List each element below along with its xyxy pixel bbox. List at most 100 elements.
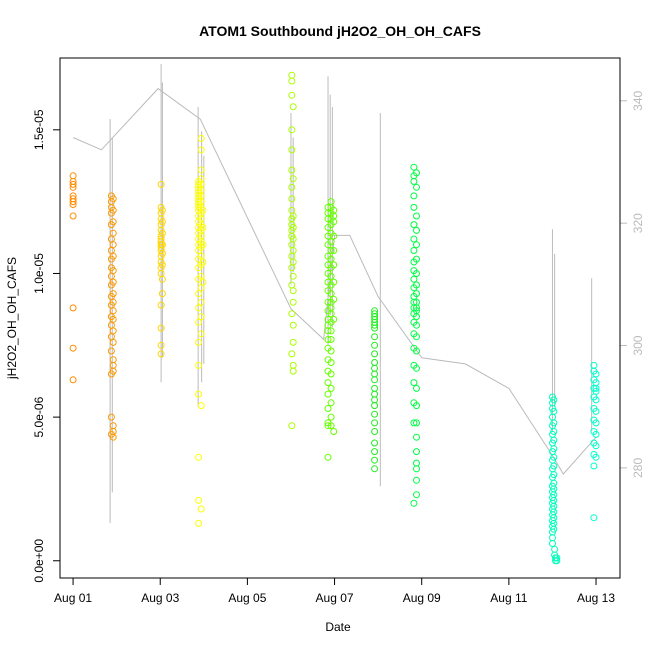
data-point — [109, 367, 117, 375]
data-point — [371, 419, 379, 427]
data-point — [324, 379, 332, 387]
data-point — [413, 169, 420, 177]
data-point — [324, 336, 332, 343]
y-axis-label: jH2O2_OH_OH_CAFS — [5, 257, 19, 380]
data-point — [69, 344, 77, 352]
data-point — [289, 247, 297, 254]
x-tick-label: Aug 11 — [490, 591, 527, 605]
y-tick-label: 1.0e-05 — [32, 253, 46, 294]
data-point — [410, 221, 418, 229]
data-point — [327, 359, 335, 366]
data-point — [413, 459, 420, 467]
data-point — [550, 436, 558, 444]
data-point — [550, 525, 558, 533]
data-point — [199, 258, 207, 266]
data-point — [157, 341, 165, 349]
data-point — [413, 183, 420, 191]
data-point — [157, 301, 165, 309]
data-point — [413, 402, 420, 410]
data-point — [289, 212, 297, 220]
data-point — [195, 290, 203, 298]
data-point — [553, 557, 561, 565]
data-point — [109, 195, 117, 203]
data-point — [69, 183, 77, 191]
data-point — [410, 499, 418, 507]
data-point — [330, 232, 338, 240]
scatter-points-layer — [69, 71, 600, 565]
data-point — [197, 298, 205, 306]
data-point — [327, 384, 335, 392]
chart-title: ATOM1 Southbound jH2O2_OH_OH_CAFS — [199, 23, 481, 39]
data-point — [288, 310, 296, 318]
data-point — [410, 379, 418, 387]
data-point — [289, 175, 297, 183]
data-point — [324, 453, 332, 461]
data-point — [413, 384, 420, 392]
x-tick-label: Aug 07 — [316, 591, 354, 605]
data-point — [592, 453, 600, 461]
x-axis-label: Date — [325, 620, 351, 634]
data-point — [327, 255, 335, 263]
data-point — [107, 347, 115, 355]
data-point — [413, 290, 420, 298]
data-point — [69, 304, 77, 312]
y2-tick-label: 340 — [631, 90, 645, 110]
data-point — [410, 247, 418, 254]
data-point — [157, 324, 165, 332]
data-point — [195, 361, 203, 369]
data-point — [327, 247, 335, 254]
series-aug-02 — [107, 192, 117, 441]
data-point — [69, 198, 77, 206]
y2-tick-label: 280 — [631, 458, 645, 478]
data-point — [158, 261, 166, 269]
data-point — [327, 413, 335, 421]
data-point — [327, 272, 335, 280]
data-point — [413, 448, 420, 456]
data-point — [109, 433, 117, 441]
series-aug-09 — [410, 163, 420, 507]
data-point — [109, 278, 117, 286]
data-point — [592, 396, 600, 404]
data-point — [157, 350, 165, 358]
data-point — [590, 462, 598, 470]
data-point — [288, 195, 296, 203]
data-point — [413, 364, 420, 372]
data-point — [592, 387, 600, 395]
data-point — [330, 212, 338, 220]
plot-frame — [59, 57, 621, 579]
data-point — [288, 166, 296, 174]
data-point — [327, 327, 335, 335]
data-point — [413, 321, 420, 329]
y-tick-label: 5.0e-06 — [32, 396, 46, 437]
data-point — [592, 419, 600, 427]
data-point — [413, 491, 420, 499]
data-point — [69, 180, 77, 188]
data-point — [69, 376, 77, 384]
data-point — [590, 514, 598, 522]
data-point — [197, 402, 205, 410]
data-point — [288, 126, 296, 134]
data-point — [330, 295, 338, 303]
data-point — [327, 347, 335, 355]
series-aug-06 — [288, 71, 297, 430]
data-point — [330, 278, 338, 286]
data-point — [69, 195, 77, 203]
data-point — [109, 206, 117, 214]
x-tick-label: Aug 13 — [577, 591, 615, 605]
data-point — [330, 315, 338, 323]
data-point — [371, 439, 379, 447]
data-point — [324, 390, 332, 398]
data-point — [199, 224, 207, 231]
data-point — [195, 318, 203, 326]
data-point — [195, 338, 203, 346]
data-point — [410, 203, 418, 211]
data-point — [324, 327, 332, 335]
y2-tick-label: 300 — [631, 335, 645, 355]
data-point — [330, 261, 338, 269]
data-point — [289, 224, 297, 231]
data-point — [371, 448, 379, 456]
data-point — [158, 290, 166, 298]
data-point — [109, 327, 117, 335]
data-point — [327, 336, 335, 343]
